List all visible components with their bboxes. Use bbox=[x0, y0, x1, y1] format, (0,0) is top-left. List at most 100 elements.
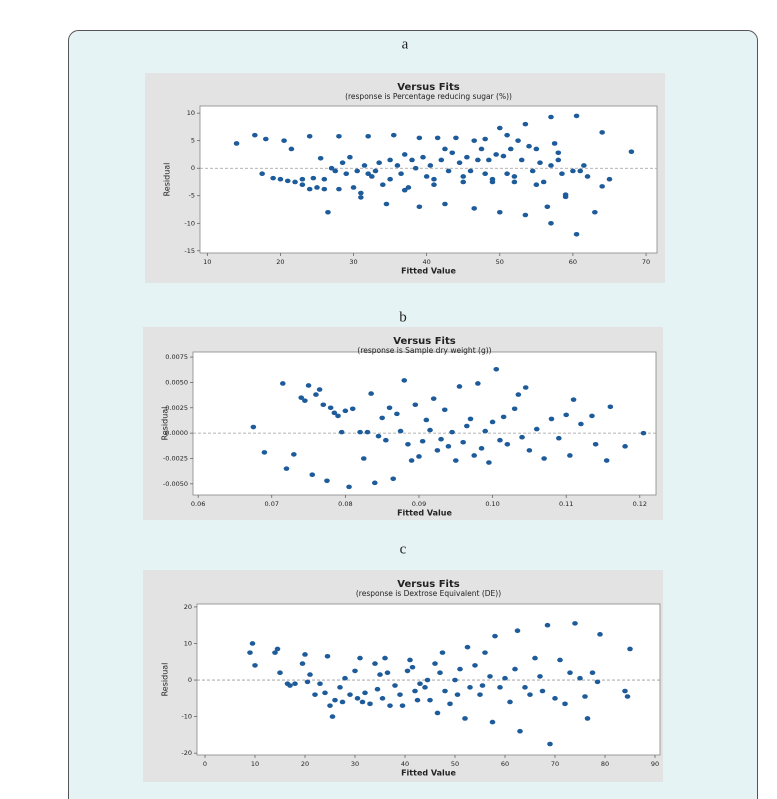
data-point bbox=[280, 381, 286, 386]
data-point bbox=[577, 168, 584, 174]
data-point bbox=[335, 413, 341, 419]
data-point bbox=[427, 697, 433, 703]
data-point bbox=[517, 728, 523, 734]
data-point bbox=[404, 668, 411, 674]
plot-area bbox=[192, 351, 657, 496]
data-point bbox=[384, 670, 391, 676]
data-point bbox=[519, 434, 525, 440]
data-point bbox=[496, 209, 503, 215]
data-point bbox=[551, 141, 558, 146]
data-point bbox=[493, 366, 500, 372]
data-point bbox=[247, 650, 253, 655]
data-point bbox=[324, 653, 331, 659]
y-tick-label: 10 bbox=[184, 639, 192, 647]
data-point bbox=[537, 674, 543, 679]
data-point bbox=[544, 622, 551, 628]
data-point bbox=[522, 121, 529, 127]
x-tick-label: 0.09 bbox=[412, 500, 426, 508]
data-point bbox=[552, 696, 558, 701]
data-point bbox=[497, 437, 503, 443]
data-point bbox=[597, 632, 603, 637]
data-point bbox=[387, 157, 393, 163]
x-tick-label: 40 bbox=[401, 760, 409, 768]
data-point bbox=[486, 157, 492, 163]
data-point bbox=[317, 681, 323, 687]
x-tick-label: 0.12 bbox=[633, 500, 647, 508]
data-point bbox=[482, 171, 488, 177]
data-point bbox=[460, 179, 467, 185]
data-point bbox=[412, 688, 418, 694]
data-point bbox=[563, 412, 569, 418]
data-point bbox=[438, 157, 445, 163]
data-point bbox=[328, 165, 335, 171]
data-point bbox=[401, 378, 408, 383]
data-point bbox=[493, 152, 499, 157]
y-axis-label: Residual bbox=[161, 407, 170, 441]
data-point bbox=[582, 694, 588, 699]
data-point bbox=[324, 478, 330, 484]
data-point bbox=[431, 176, 437, 182]
data-point bbox=[309, 472, 316, 478]
data-point bbox=[409, 664, 416, 670]
data-point bbox=[430, 396, 437, 401]
data-point bbox=[249, 641, 256, 646]
y-tick-label: 0 bbox=[188, 676, 192, 684]
data-point bbox=[502, 675, 508, 681]
data-point bbox=[432, 661, 438, 666]
chart-subtitle: (response is Sample dry weight (g)) bbox=[357, 346, 491, 355]
data-point bbox=[292, 179, 298, 185]
data-point bbox=[457, 666, 463, 672]
data-point bbox=[445, 444, 452, 449]
y-tick-label: -10 bbox=[181, 713, 192, 721]
data-point bbox=[592, 209, 598, 215]
data-point bbox=[357, 429, 363, 435]
data-point bbox=[533, 426, 540, 432]
data-point bbox=[377, 672, 383, 677]
x-tick-label: 40 bbox=[423, 258, 431, 266]
data-point bbox=[291, 452, 297, 457]
data-point bbox=[559, 171, 565, 177]
data-point bbox=[317, 156, 324, 161]
data-point bbox=[424, 677, 431, 683]
data-point bbox=[302, 652, 308, 657]
data-point bbox=[422, 685, 428, 690]
data-point bbox=[342, 408, 349, 414]
data-point bbox=[439, 650, 446, 655]
data-point bbox=[321, 186, 328, 192]
data-point bbox=[454, 692, 461, 697]
x-tick-label: 0.07 bbox=[265, 500, 279, 508]
data-point bbox=[584, 716, 591, 721]
y-tick-label: -0.0050 bbox=[163, 480, 188, 488]
data-point bbox=[401, 187, 408, 193]
data-point bbox=[460, 174, 467, 179]
x-tick-label: 60 bbox=[501, 760, 509, 768]
data-point bbox=[339, 699, 346, 705]
data-point bbox=[497, 685, 503, 690]
data-point bbox=[339, 160, 346, 166]
data-point bbox=[307, 672, 313, 677]
data-point bbox=[358, 190, 364, 196]
data-point bbox=[628, 149, 635, 154]
data-point bbox=[479, 683, 486, 688]
data-point bbox=[354, 168, 361, 174]
data-point bbox=[567, 453, 573, 458]
x-axis-label: Fitted Value bbox=[401, 267, 456, 276]
data-point bbox=[392, 683, 398, 688]
data-point bbox=[572, 621, 578, 626]
x-tick-label: 70 bbox=[551, 760, 559, 768]
data-point bbox=[526, 448, 533, 453]
data-point bbox=[416, 135, 423, 141]
data-point bbox=[589, 670, 596, 676]
data-point bbox=[442, 146, 448, 152]
data-point bbox=[475, 157, 481, 163]
data-point bbox=[478, 446, 485, 451]
data-point bbox=[537, 160, 543, 166]
data-point bbox=[349, 406, 356, 412]
data-point bbox=[452, 458, 459, 463]
data-point bbox=[365, 171, 371, 177]
data-point bbox=[379, 696, 386, 701]
data-point bbox=[487, 674, 493, 679]
y-tick-label: -0.0025 bbox=[163, 454, 188, 462]
data-point bbox=[500, 414, 507, 420]
